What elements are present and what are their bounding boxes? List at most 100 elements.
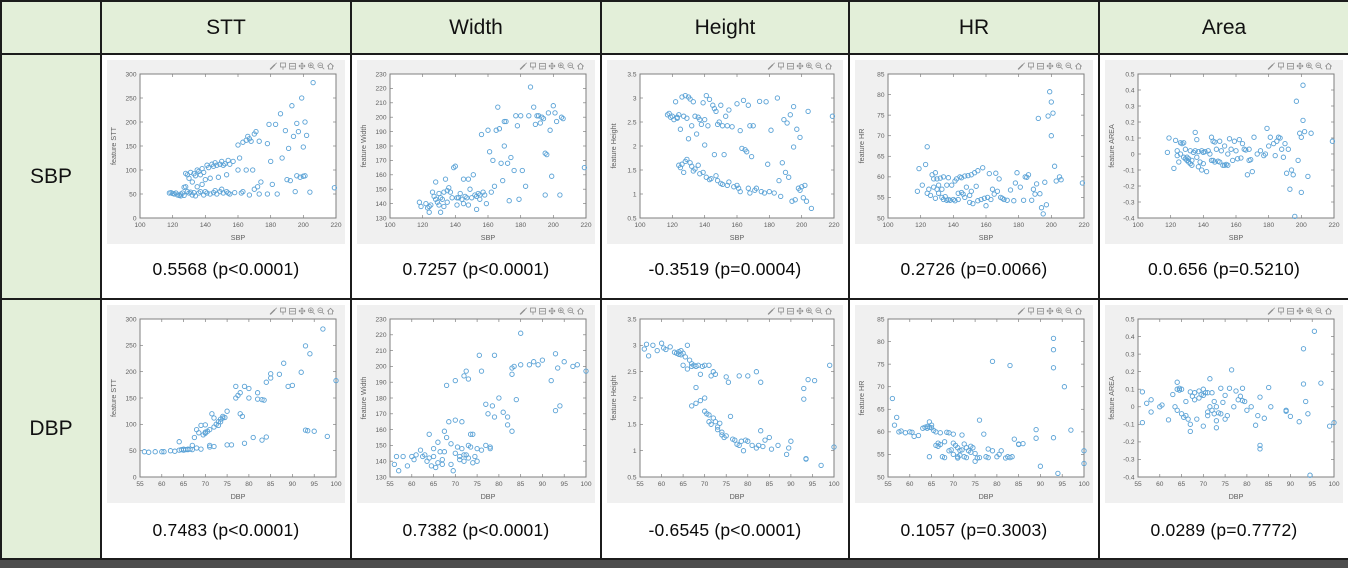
pan-icon[interactable] xyxy=(1296,62,1304,70)
brush-icon[interactable] xyxy=(519,62,527,70)
home-icon[interactable] xyxy=(825,62,832,70)
zoom-in-icon[interactable] xyxy=(805,62,813,70)
collapse-icon[interactable] xyxy=(787,63,794,70)
svg-text:100: 100 xyxy=(882,222,893,229)
brush-icon[interactable] xyxy=(1017,62,1025,70)
datatip-icon[interactable] xyxy=(778,307,784,315)
datatip-icon[interactable] xyxy=(530,62,536,70)
svg-text:130: 130 xyxy=(375,474,386,481)
pan-icon[interactable] xyxy=(796,62,804,70)
pan-icon[interactable] xyxy=(548,62,556,70)
pan-icon[interactable] xyxy=(1046,307,1054,315)
zoom-in-icon[interactable] xyxy=(1305,62,1313,70)
zoom-out-icon[interactable] xyxy=(567,62,575,70)
zoom-in-icon[interactable] xyxy=(557,307,565,315)
datatip-icon[interactable] xyxy=(1028,307,1034,315)
svg-text:75: 75 xyxy=(1221,481,1229,488)
svg-text:55: 55 xyxy=(136,481,144,488)
home-icon[interactable] xyxy=(1325,62,1332,70)
svg-text:1: 1 xyxy=(633,448,637,455)
datatip-icon[interactable] xyxy=(1028,62,1034,70)
svg-text:65: 65 xyxy=(928,481,936,488)
svg-text:0: 0 xyxy=(133,474,137,481)
svg-text:160: 160 xyxy=(375,427,386,434)
collapse-icon[interactable] xyxy=(539,308,546,315)
zoom-in-icon[interactable] xyxy=(1055,62,1063,70)
correlation-value: 0.1057 (p=0.3003) xyxy=(900,520,1048,540)
collapse-icon[interactable] xyxy=(787,308,794,315)
zoom-in-icon[interactable] xyxy=(307,62,315,70)
zoom-out-icon[interactable] xyxy=(815,62,823,70)
collapse-icon[interactable] xyxy=(1037,63,1044,70)
correlation-value: -0.3519 (p=0.0004) xyxy=(648,259,802,279)
zoom-out-icon[interactable] xyxy=(567,307,575,315)
y-axis-label: feature AREA xyxy=(1107,376,1116,420)
figure-toolbar xyxy=(269,307,334,315)
svg-text:60: 60 xyxy=(158,481,166,488)
pan-icon[interactable] xyxy=(1046,62,1054,70)
brush-icon[interactable] xyxy=(1267,62,1275,70)
home-icon[interactable] xyxy=(825,307,832,315)
brush-icon[interactable] xyxy=(1267,307,1275,315)
zoom-out-icon[interactable] xyxy=(1315,62,1323,70)
datatip-icon[interactable] xyxy=(778,62,784,70)
svg-text:0.1: 0.1 xyxy=(1125,135,1134,142)
datatip-icon[interactable] xyxy=(1278,62,1284,70)
home-icon[interactable] xyxy=(327,307,334,315)
home-icon[interactable] xyxy=(1075,307,1082,315)
home-icon[interactable] xyxy=(1075,62,1082,70)
svg-text:-0.2: -0.2 xyxy=(1123,183,1135,190)
svg-text:190: 190 xyxy=(375,380,386,387)
collapse-icon[interactable] xyxy=(289,63,296,70)
pan-icon[interactable] xyxy=(548,307,556,315)
brush-icon[interactable] xyxy=(269,62,277,70)
collapse-icon[interactable] xyxy=(1287,63,1294,70)
pan-icon[interactable] xyxy=(796,307,804,315)
datatip-icon[interactable] xyxy=(280,62,286,70)
svg-text:160: 160 xyxy=(375,172,386,179)
svg-text:75: 75 xyxy=(723,481,731,488)
svg-text:170: 170 xyxy=(375,158,386,165)
zoom-in-icon[interactable] xyxy=(557,62,565,70)
zoom-out-icon[interactable] xyxy=(815,307,823,315)
sbp-row: SBP 100 120 140 160 180 200 220 0 50 100 150 200 250… xyxy=(0,53,1348,300)
collapse-icon[interactable] xyxy=(539,63,546,70)
pan-icon[interactable] xyxy=(298,62,306,70)
pan-icon[interactable] xyxy=(298,307,306,315)
brush-icon[interactable] xyxy=(519,307,527,315)
home-icon[interactable] xyxy=(577,307,584,315)
home-icon[interactable] xyxy=(327,62,334,70)
cell-dbp-width: 55 60 65 70 75 80 85 90 95 100 130 140 150 160 170 180 1… xyxy=(350,298,602,560)
brush-icon[interactable] xyxy=(269,307,277,315)
x-axis-label: DBP xyxy=(730,492,745,501)
zoom-out-icon[interactable] xyxy=(1315,307,1323,315)
home-icon[interactable] xyxy=(1325,307,1332,315)
zoom-in-icon[interactable] xyxy=(307,307,315,315)
zoom-in-icon[interactable] xyxy=(1055,307,1063,315)
zoom-in-icon[interactable] xyxy=(805,307,813,315)
zoom-in-icon[interactable] xyxy=(1305,307,1313,315)
svg-text:3.5: 3.5 xyxy=(627,71,636,78)
datatip-icon[interactable] xyxy=(1278,307,1284,315)
zoom-out-icon[interactable] xyxy=(317,307,325,315)
pan-icon[interactable] xyxy=(1296,307,1304,315)
scatter-plot-sbp-stt: 100 120 140 160 180 200 220 0 50 100 150 200 250 300 S… xyxy=(107,60,345,244)
brush-icon[interactable] xyxy=(1017,307,1025,315)
zoom-out-icon[interactable] xyxy=(1065,62,1073,70)
brush-icon[interactable] xyxy=(767,62,775,70)
zoom-out-icon[interactable] xyxy=(317,62,325,70)
y-axis-label: feature STT xyxy=(109,126,118,165)
x-axis-label: DBP xyxy=(1229,492,1244,501)
collapse-icon[interactable] xyxy=(1287,308,1294,315)
home-icon[interactable] xyxy=(577,62,584,70)
axes-box xyxy=(639,318,835,478)
collapse-icon[interactable] xyxy=(1037,308,1044,315)
datatip-icon[interactable] xyxy=(530,307,536,315)
collapse-icon[interactable] xyxy=(289,308,296,315)
svg-text:75: 75 xyxy=(971,481,979,488)
zoom-out-icon[interactable] xyxy=(1065,307,1073,315)
datatip-icon[interactable] xyxy=(280,307,286,315)
figure-toolbar xyxy=(269,62,334,70)
x-axis-label: DBP xyxy=(481,492,496,501)
brush-icon[interactable] xyxy=(767,307,775,315)
